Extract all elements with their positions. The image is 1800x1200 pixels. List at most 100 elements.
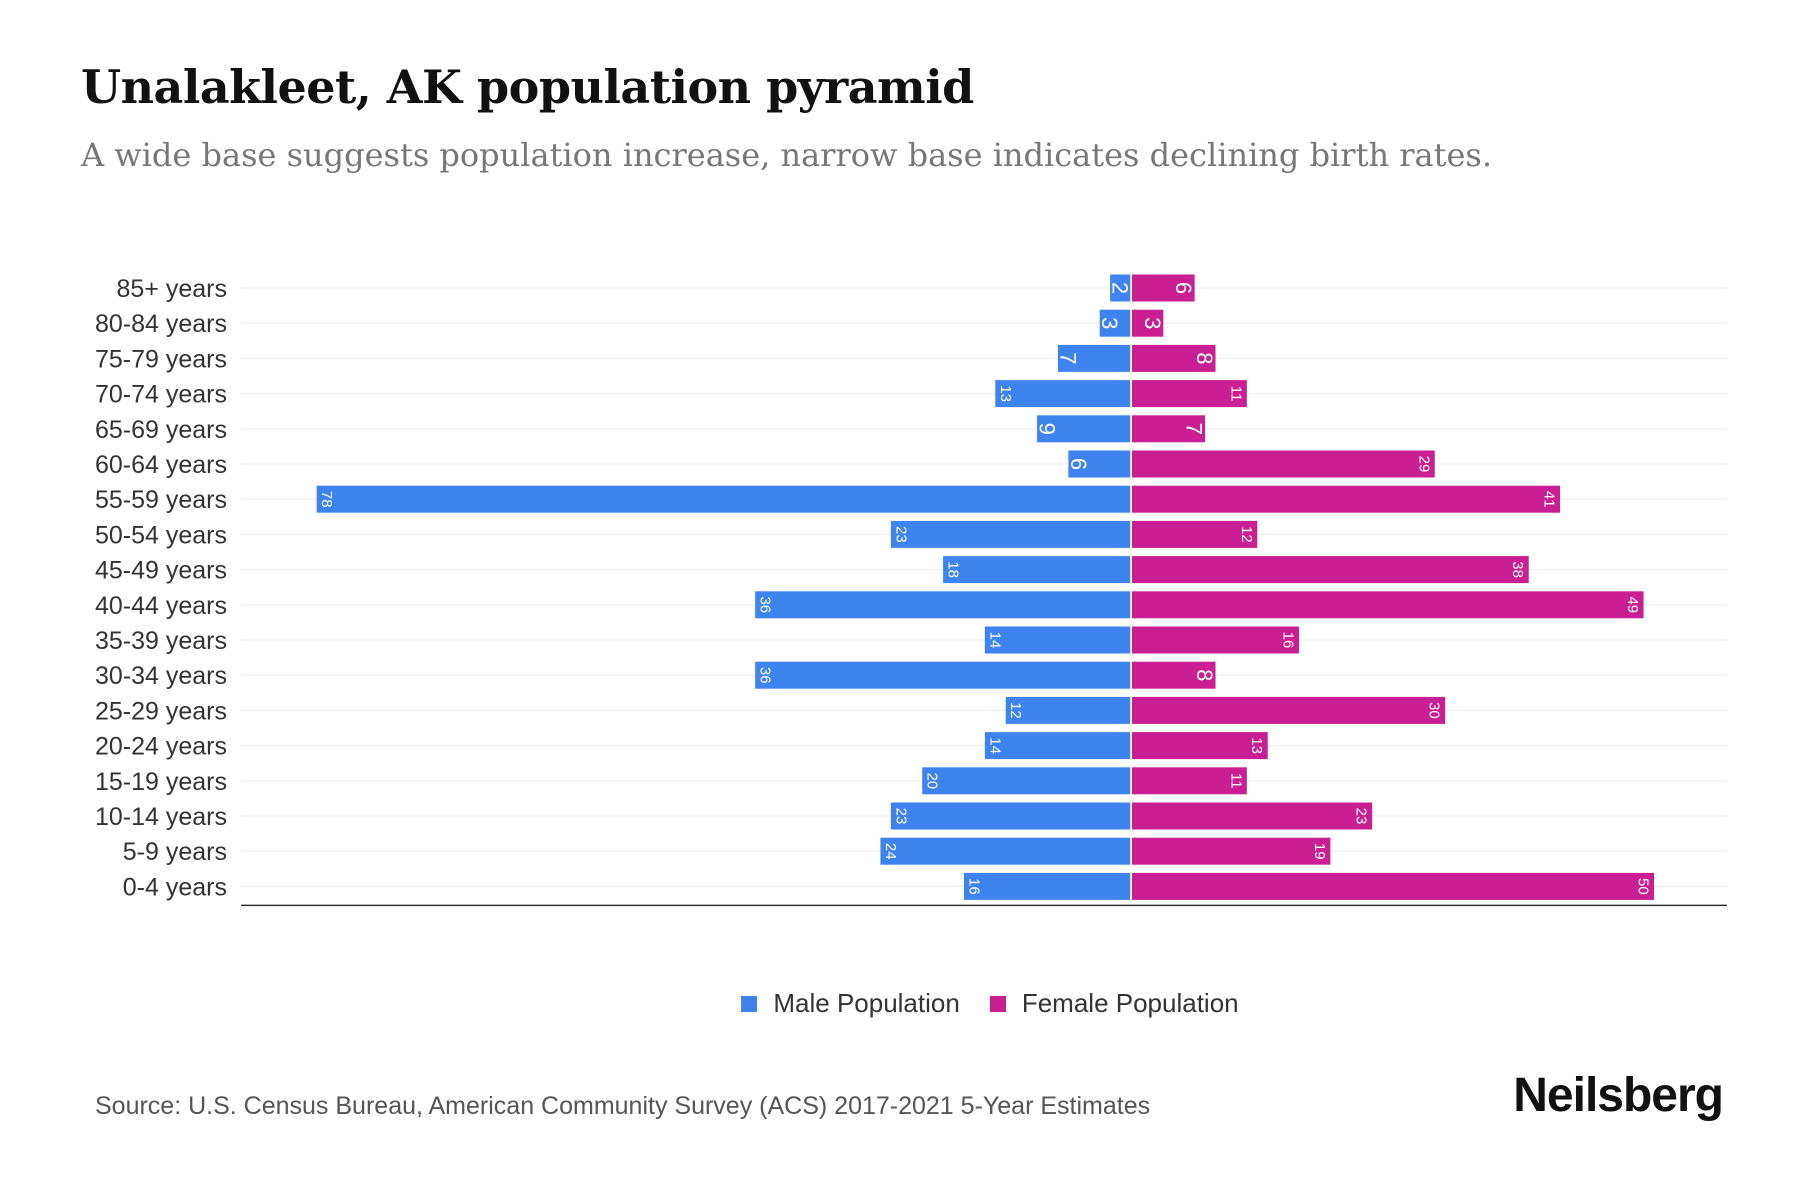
male-bar <box>1057 344 1131 372</box>
female-bar <box>1132 837 1331 865</box>
male-bar <box>1068 450 1131 478</box>
male-bar <box>755 591 1131 619</box>
male-value-label: 12 <box>1007 702 1024 719</box>
male-bar <box>1005 696 1131 724</box>
female-bar <box>1132 696 1446 724</box>
category-label: 85+ years <box>117 275 228 303</box>
female-value-label: 41 <box>1541 491 1558 508</box>
male-bar <box>922 767 1131 795</box>
male-value-label: 20 <box>924 772 941 789</box>
male-value-label: 13 <box>997 385 1014 402</box>
pyramid-chart: 85+ years 2 680-84 years 3 375-79 years 7 870-… <box>95 274 1727 907</box>
male-bar <box>984 732 1131 760</box>
category-label: 50-54 years <box>95 521 227 549</box>
male-bar <box>316 485 1131 513</box>
male-bar <box>755 661 1131 689</box>
female-bar <box>1132 802 1373 830</box>
chart-subtitle: A wide base suggests population increase… <box>81 136 1492 174</box>
category-label: 25-29 years <box>95 697 227 725</box>
male-bar <box>1099 309 1131 337</box>
legend-label-female: Female Population <box>1021 988 1239 1018</box>
female-bar <box>1132 626 1300 654</box>
category-label: 40-44 years <box>95 592 227 620</box>
male-value-label: 9 <box>1035 423 1060 435</box>
chart-title: Unalakleet, AK population pyramid <box>81 60 974 114</box>
female-bar <box>1132 520 1258 548</box>
category-label: 60-64 years <box>95 451 227 479</box>
male-bar <box>963 872 1131 900</box>
female-bar <box>1132 344 1216 372</box>
female-bar <box>1132 591 1644 619</box>
legend-item-female: Female Population <box>989 988 1239 1019</box>
female-bar <box>1132 274 1195 302</box>
female-bar <box>1132 732 1268 760</box>
female-bar <box>1132 485 1561 513</box>
male-value-label: 7 <box>1055 352 1080 364</box>
neilsberg-logo: Neilsberg <box>1513 1069 1724 1122</box>
female-bar <box>1132 380 1247 408</box>
female-value-label: 3 <box>1140 317 1165 329</box>
female-value-label: 8 <box>1192 669 1217 681</box>
category-label: 20-24 years <box>95 733 227 761</box>
category-label: 5-9 years <box>123 838 227 866</box>
female-value-label: 30 <box>1426 702 1443 719</box>
category-label: 75-79 years <box>95 345 227 373</box>
male-bar <box>995 380 1131 408</box>
female-bar <box>1132 661 1216 689</box>
male-value-label: 2 <box>1108 282 1133 294</box>
female-value-label: 12 <box>1238 526 1255 543</box>
male-value-label: 36 <box>757 667 774 684</box>
male-value-label: 24 <box>882 843 899 860</box>
category-label: 80-84 years <box>95 310 227 338</box>
category-label: 35-39 years <box>95 627 227 655</box>
female-value-label: 7 <box>1182 423 1207 435</box>
female-value-label: 16 <box>1280 632 1297 649</box>
female-value-label: 38 <box>1509 561 1526 578</box>
legend: Male Population Female Population <box>0 988 1800 1019</box>
category-label: 30-34 years <box>95 662 227 690</box>
male-value-label: 36 <box>757 596 774 613</box>
male-bar <box>1110 274 1131 302</box>
legend-swatch-female <box>989 995 1006 1012</box>
female-value-label: 11 <box>1227 773 1244 789</box>
female-bar <box>1132 556 1529 584</box>
male-value-label: 3 <box>1097 317 1122 329</box>
female-bar <box>1132 767 1247 795</box>
female-value-label: 19 <box>1311 843 1328 860</box>
legend-label-male: Male Population <box>773 988 960 1018</box>
female-bar <box>1132 450 1435 478</box>
female-value-label: 13 <box>1248 737 1265 754</box>
male-bar <box>880 837 1131 865</box>
legend-swatch-male <box>741 995 758 1012</box>
legend-item-male: Male Population <box>741 988 960 1019</box>
category-label: 15-19 years <box>95 768 227 796</box>
category-label: 10-14 years <box>95 803 227 831</box>
male-value-label: 18 <box>945 561 962 578</box>
male-value-label: 78 <box>318 491 335 508</box>
female-bar <box>1132 309 1164 337</box>
male-bar <box>890 520 1131 548</box>
female-value-label: 6 <box>1171 282 1196 294</box>
category-label: 0-4 years <box>123 873 227 901</box>
female-value-label: 49 <box>1624 596 1641 613</box>
female-value-label: 23 <box>1353 808 1370 825</box>
male-value-label: 6 <box>1066 458 1091 470</box>
male-value-label: 14 <box>986 632 1003 649</box>
male-bar <box>890 802 1131 830</box>
category-label: 65-69 years <box>95 416 227 444</box>
male-bar <box>943 556 1131 584</box>
female-value-label: 29 <box>1415 456 1432 473</box>
male-bar <box>1037 415 1131 443</box>
category-label: 70-74 years <box>95 381 227 409</box>
female-value-label: 11 <box>1227 386 1244 402</box>
male-value-label: 23 <box>892 526 909 543</box>
source-note: Source: U.S. Census Bureau, American Com… <box>95 1092 1151 1120</box>
male-value-label: 16 <box>965 878 982 895</box>
female-bar <box>1132 872 1654 900</box>
male-value-label: 23 <box>892 808 909 825</box>
female-value-label: 50 <box>1635 878 1652 895</box>
female-value-label: 8 <box>1192 352 1217 364</box>
category-label: 45-49 years <box>95 557 227 585</box>
male-bar <box>984 626 1131 654</box>
